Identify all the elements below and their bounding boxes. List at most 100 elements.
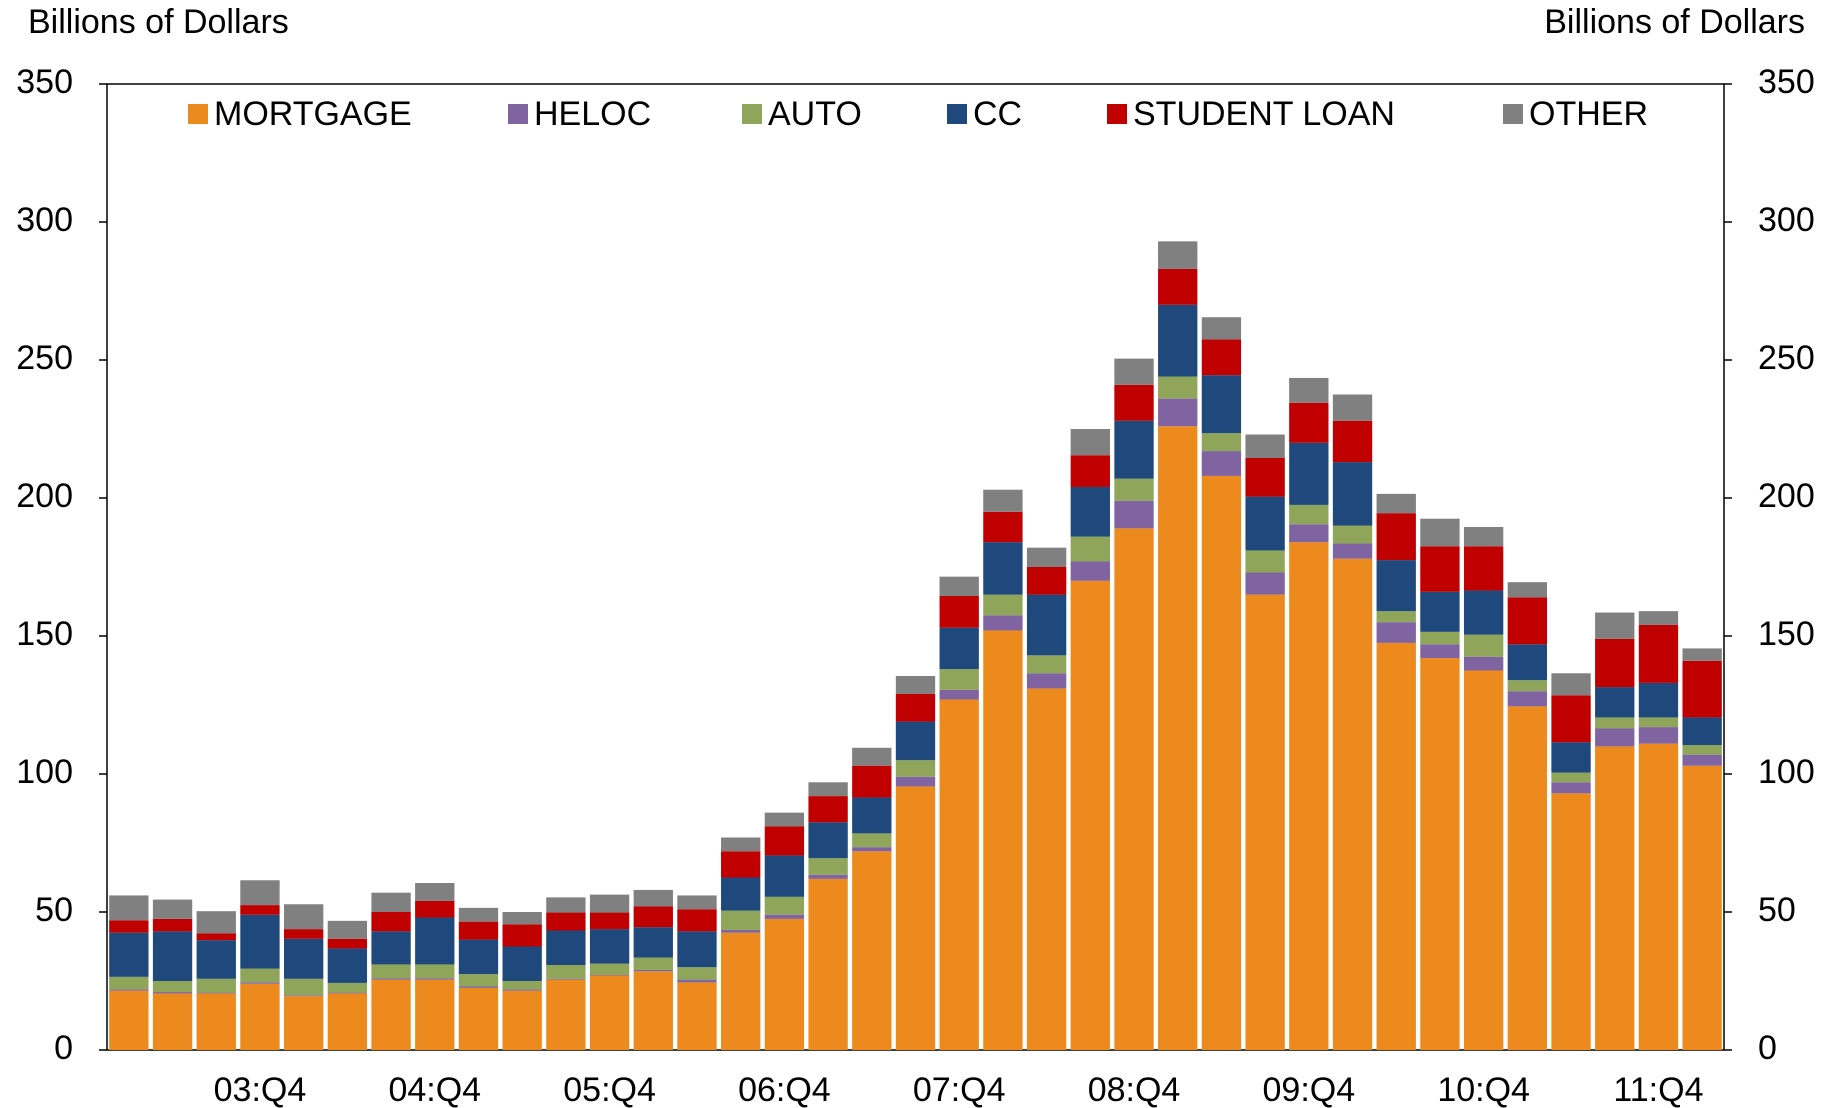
bar-segment <box>764 812 805 827</box>
bar-segment <box>1463 656 1504 671</box>
bar-segment <box>1332 462 1373 526</box>
legend-swatch <box>188 104 208 124</box>
bar-segment <box>895 786 936 1050</box>
bar-segment <box>196 992 236 994</box>
bar-segment <box>1070 580 1110 1050</box>
bar-segment <box>677 982 717 1050</box>
bar-segment <box>1638 743 1679 1050</box>
bar-segment <box>983 542 1023 595</box>
x-tick-label: 08:Q4 <box>1088 1071 1181 1108</box>
bar-segment <box>1595 638 1635 688</box>
bar-segment <box>283 995 324 997</box>
y-tick-label: 50 <box>35 891 73 929</box>
bar-segment <box>764 896 805 915</box>
bar-segment <box>152 918 193 932</box>
bar-segment <box>1682 754 1722 766</box>
bar-segment <box>1507 680 1548 692</box>
bar-segment <box>458 907 499 922</box>
bar-segment <box>415 917 455 965</box>
bar-segment <box>1332 525 1373 544</box>
bar-segment <box>1682 745 1722 755</box>
bar-segment <box>1332 543 1373 559</box>
bar-segment <box>1158 241 1198 269</box>
bar-segment <box>677 909 717 932</box>
bar-segment <box>939 627 979 670</box>
x-tick-label: 06:Q4 <box>738 1071 831 1108</box>
bar-segment <box>983 489 1023 512</box>
y-tick-label: 100 <box>16 753 73 791</box>
bar-segment <box>1376 513 1416 561</box>
bar-segment <box>1114 500 1154 529</box>
bar-segment <box>415 883 455 901</box>
bar-segment <box>152 993 193 1050</box>
bar-segment <box>546 930 586 965</box>
bar-segment <box>721 837 761 852</box>
y2-tick-label: 0 <box>1758 1029 1777 1067</box>
bar-segment <box>721 877 761 911</box>
bar-segment <box>327 938 368 949</box>
bar-segment <box>327 982 368 993</box>
bar-segment <box>1070 561 1110 581</box>
bar-segment <box>1420 644 1460 659</box>
bar-segment <box>1332 558 1373 1050</box>
bar-segment <box>852 847 892 852</box>
bar-segment <box>1376 622 1416 643</box>
bar-segment <box>502 990 542 1050</box>
bar-segment <box>633 906 673 928</box>
y-tick-label: 0 <box>54 1029 73 1067</box>
y2-tick-label: 300 <box>1758 201 1815 239</box>
bar-segment <box>546 912 586 931</box>
bar-segment <box>1376 611 1416 623</box>
bar-segment <box>764 826 805 856</box>
bar-segment <box>808 858 848 875</box>
bar-segment <box>240 905 280 915</box>
bar-segment <box>895 676 936 694</box>
bar-segment <box>1201 317 1242 340</box>
bar-segment <box>677 931 717 968</box>
bar-segment <box>1507 691 1548 707</box>
y-tick-label: 200 <box>16 477 73 515</box>
bar-segment <box>415 964 455 979</box>
bar-segment <box>1551 772 1591 783</box>
y2-axis-title: Billions of Dollars <box>1544 3 1805 41</box>
bar-segment <box>371 964 411 979</box>
bar-segment <box>1551 673 1591 696</box>
bar-segment <box>1158 304 1198 377</box>
bar-segment <box>589 975 630 1050</box>
bar-segment <box>1507 644 1548 681</box>
bar-segment <box>1420 631 1460 645</box>
bar-segment <box>109 989 149 991</box>
bar-segment <box>458 986 499 988</box>
legend-label: MORTGAGE <box>214 95 412 133</box>
bar-segment <box>1245 572 1285 595</box>
y2-tick-label: 150 <box>1758 615 1815 653</box>
bar-segment <box>502 989 542 991</box>
bar-segment <box>1114 528 1154 1050</box>
bar-segment <box>1420 658 1460 1050</box>
x-tick-label: 03:Q4 <box>214 1071 307 1108</box>
bar-segment <box>1070 455 1110 487</box>
bar-segment <box>764 918 805 1050</box>
bar-segment <box>589 974 630 976</box>
bar-segment <box>895 760 936 777</box>
bar-segment <box>546 897 586 913</box>
bar-segment <box>1070 486 1110 537</box>
bar-segment <box>852 833 892 848</box>
bar-segment <box>983 615 1023 631</box>
bar-segment <box>677 979 717 983</box>
bar-segment <box>283 938 324 979</box>
bar-segment <box>589 894 630 913</box>
bar-segment <box>1376 493 1416 514</box>
bar-segment <box>1420 546 1460 592</box>
bar-segment <box>1201 451 1242 476</box>
bar-segment <box>283 904 324 930</box>
x-tick-label: 07:Q4 <box>913 1071 1006 1108</box>
bar-segment <box>371 979 411 1050</box>
bar-segment <box>1551 782 1591 794</box>
bar-segment <box>1463 526 1504 547</box>
bar-segment <box>1682 765 1722 1050</box>
bar-segment <box>1070 536 1110 562</box>
bar-segment <box>1245 457 1285 497</box>
bar-segment <box>1507 582 1548 598</box>
